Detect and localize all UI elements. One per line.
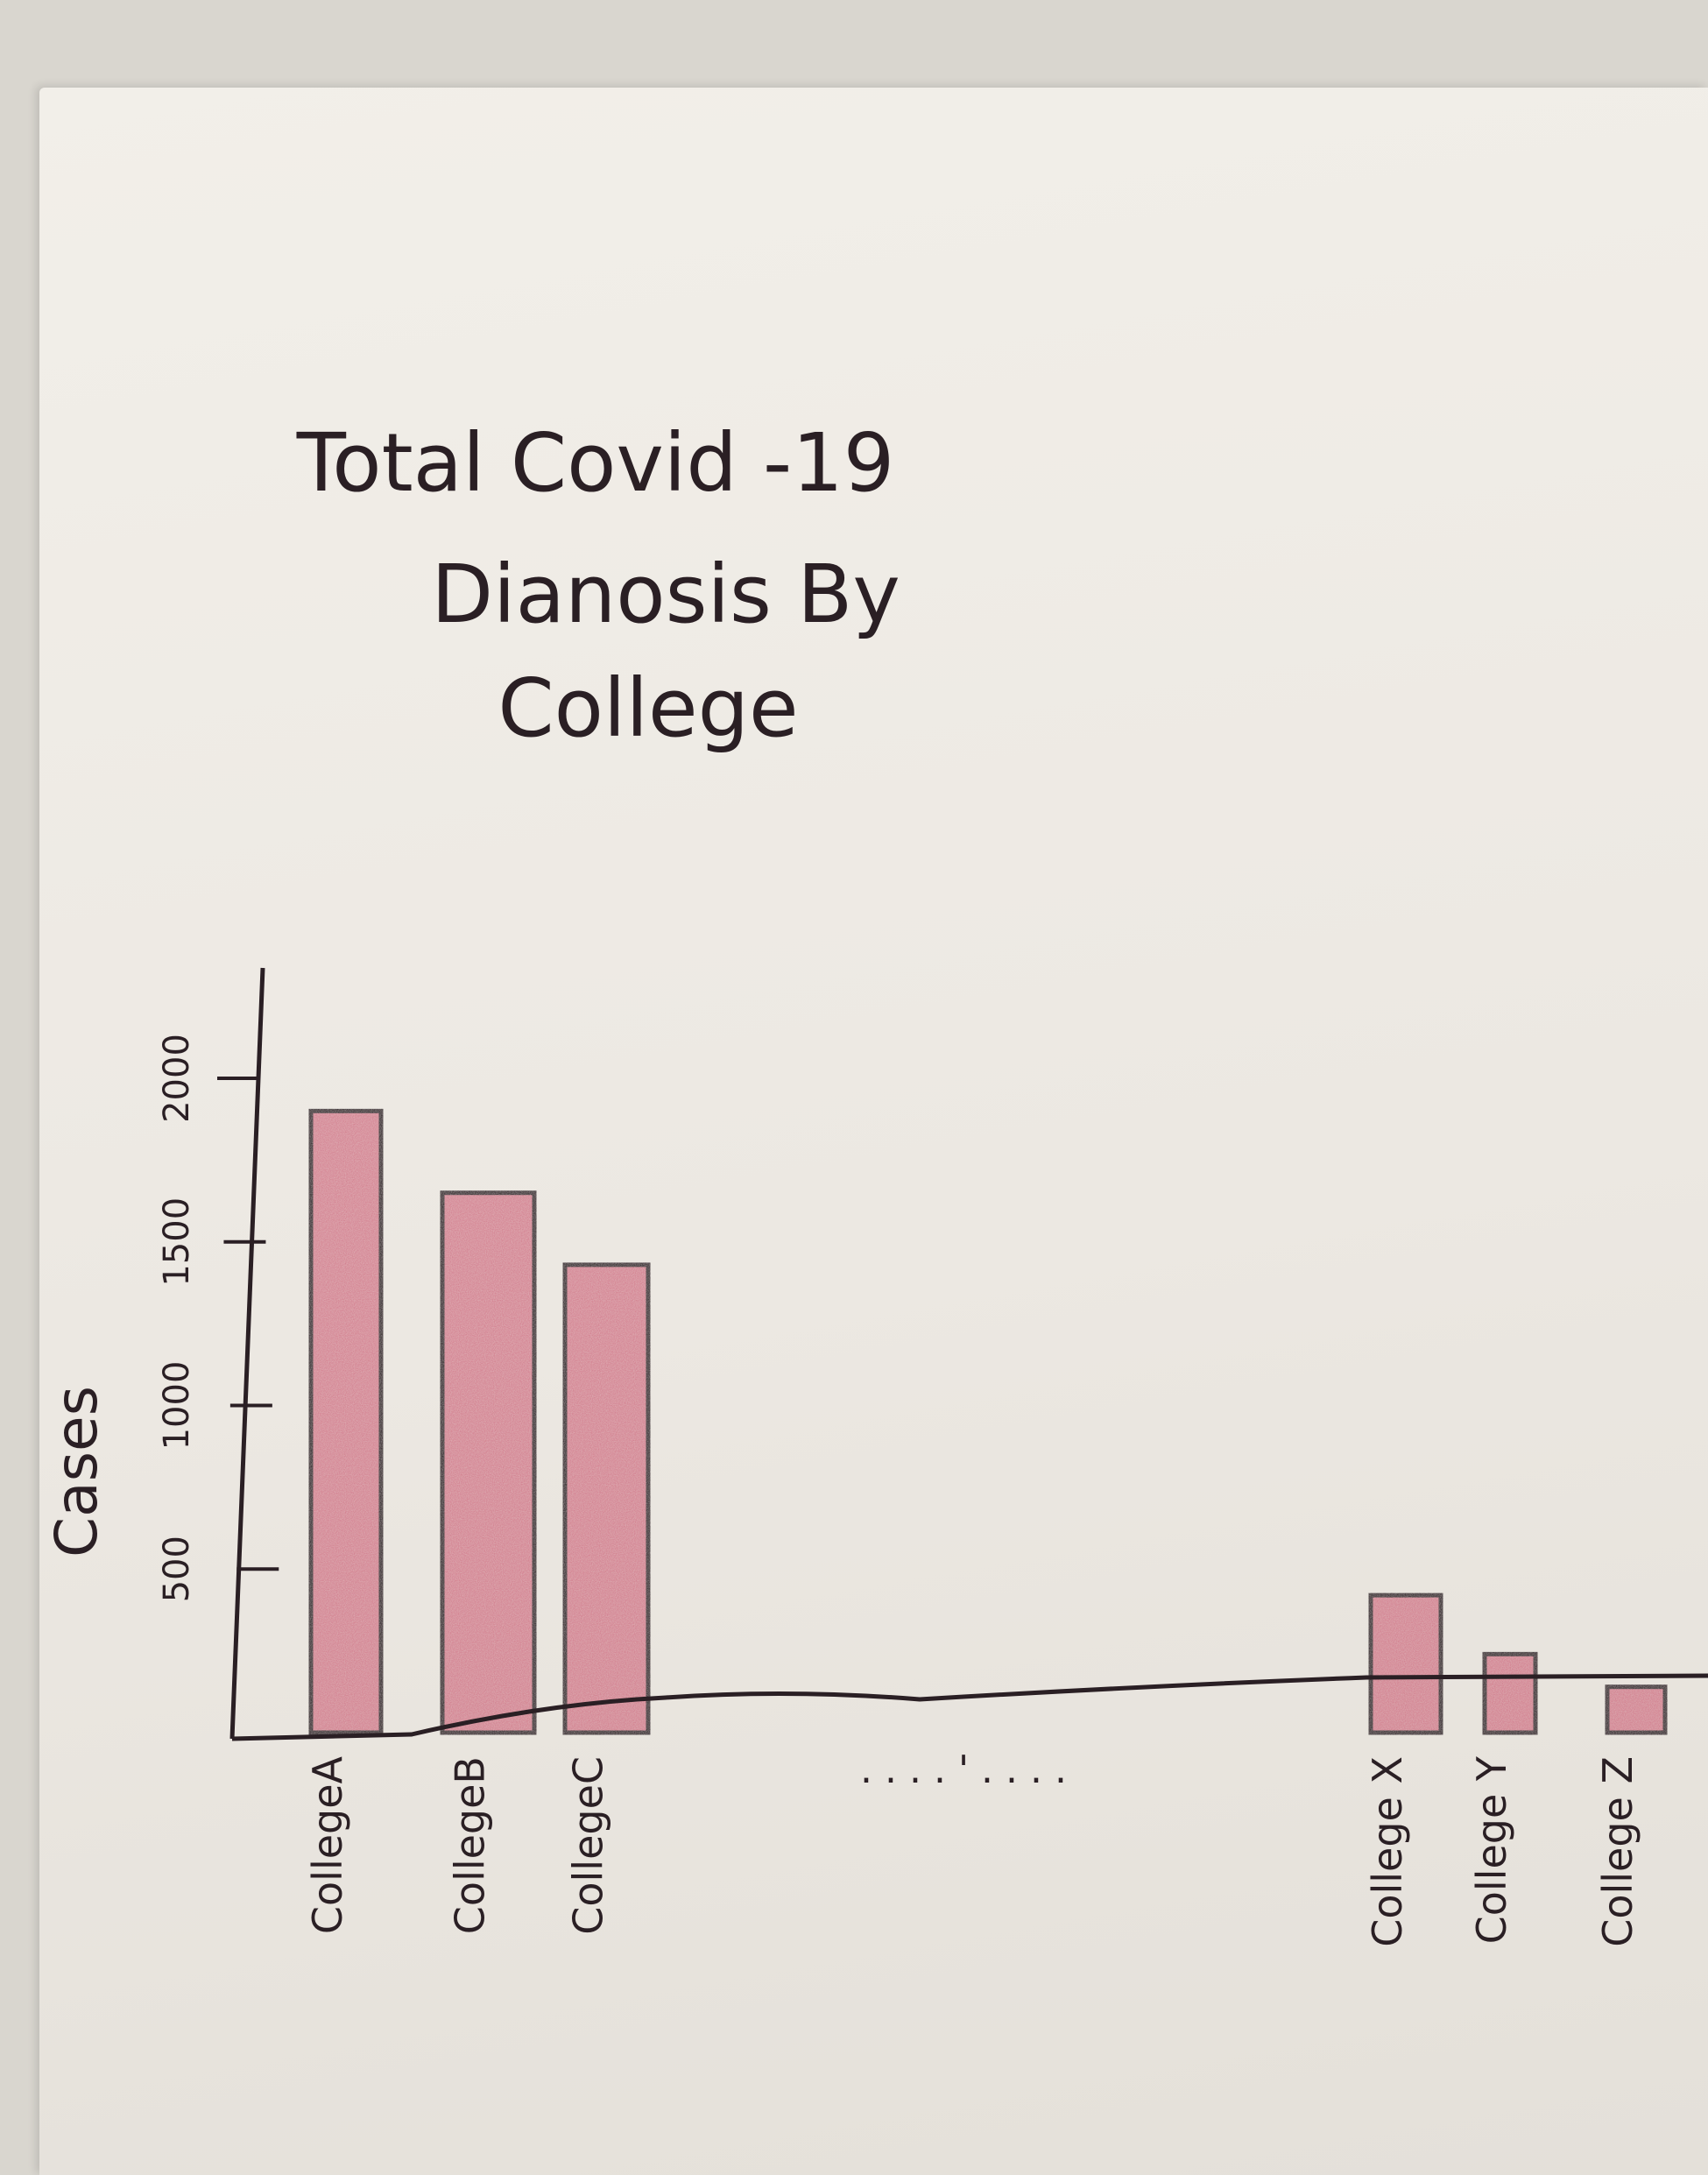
x-axis-labels: CollegeA CollegeB CollegeC College X College… xyxy=(304,1755,1641,1947)
x-tick-label-collegec: CollegeC xyxy=(565,1756,612,1935)
x-tick-label-college-z: College Z xyxy=(1594,1756,1641,1947)
y-axis-line xyxy=(229,967,265,1740)
x-axis-line xyxy=(231,1673,1708,1741)
y-axis-ticks: 500 1000 1500 2000 xyxy=(157,1034,279,1602)
title-line-3: College xyxy=(498,661,798,755)
y-tick-label-500: 500 xyxy=(157,1536,197,1602)
bar-collegea xyxy=(308,1108,384,1735)
bar-collegec xyxy=(562,1262,651,1735)
title-line-1: Total Covid -19 xyxy=(296,416,895,510)
y-tick-label-1500: 1500 xyxy=(157,1197,197,1287)
category-ellipsis: . . . . ' . . . . xyxy=(860,1748,1067,1792)
bar-college-y xyxy=(1482,1651,1538,1735)
x-tick-label-collegea: CollegeA xyxy=(304,1755,351,1934)
chart-title: Total Covid -19 Dianosis By College xyxy=(296,416,900,755)
y-tick-label-1000: 1000 xyxy=(157,1361,197,1451)
y-tick-label-2000: 2000 xyxy=(157,1034,197,1123)
bar-college-x xyxy=(1368,1592,1443,1735)
x-tick-label-college-y: College Y xyxy=(1468,1755,1515,1944)
x-tick-label-collegeb: CollegeB xyxy=(447,1756,494,1934)
title-line-2: Dianosis By xyxy=(431,547,900,641)
y-axis-label: Cases xyxy=(43,1386,110,1557)
bars xyxy=(308,1108,1668,1735)
bar-college-z xyxy=(1605,1684,1668,1735)
x-tick-label-college-x: College X xyxy=(1364,1756,1411,1947)
bar-collegeb xyxy=(440,1190,537,1735)
